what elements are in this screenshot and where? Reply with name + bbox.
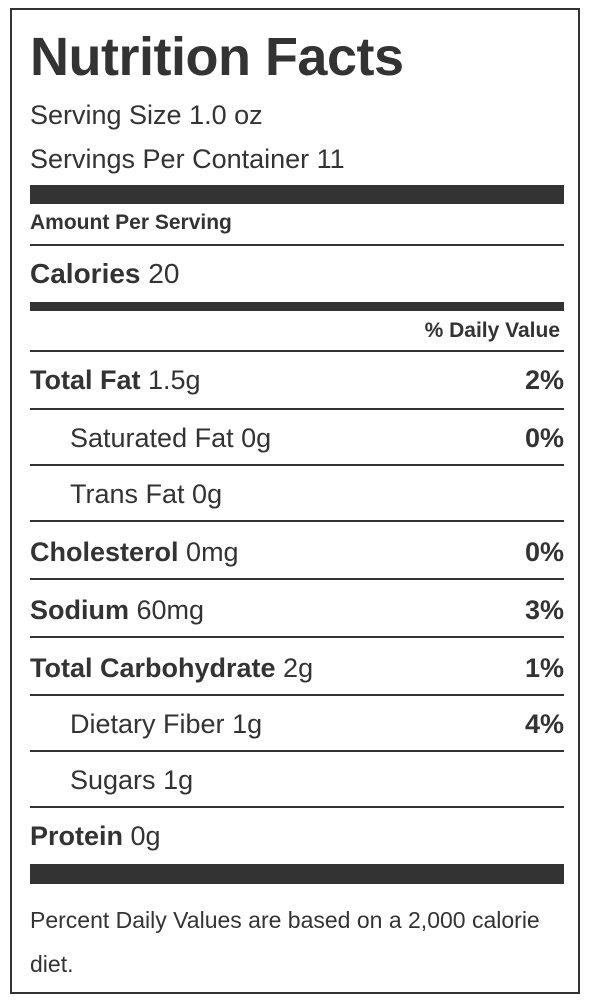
divider [30, 694, 564, 696]
divider [30, 520, 564, 522]
nutrient-row-total-fat: Total Fat 1.5g 2% [30, 352, 564, 408]
nutrient-daily-value: 3% [524, 595, 564, 625]
nutrient-row-cholesterol: Cholesterol 0mg 0% [30, 524, 564, 580]
divider [30, 578, 564, 580]
nutrient-row-total-carbohydrate: Total Carbohydrate 2g 1% [30, 640, 564, 696]
divider [30, 750, 564, 752]
calories-value: 20 [148, 258, 180, 289]
nutrient-row-protein: Protein 0g [30, 808, 564, 864]
divider [30, 636, 564, 638]
nutrient-daily-value: 1% [524, 653, 564, 683]
calories-row: Calories 20 [30, 260, 179, 288]
nutrient-amount: 0g [241, 423, 272, 453]
nutrient-name: Sodium [30, 595, 129, 625]
nutrient-amount: 1g [163, 765, 194, 795]
nutrient-name: Saturated Fat [70, 423, 234, 453]
nutrient-name: Dietary Fiber [70, 709, 225, 739]
nutrient-row-sodium: Sodium 60mg 3% [30, 582, 564, 638]
nutrition-label: Nutrition Facts Serving Size 1.0 oz Serv… [10, 8, 580, 994]
divider [30, 350, 564, 352]
thick-divider [30, 864, 564, 884]
nutrient-row-dietary-fiber: Dietary Fiber 1g 4% [30, 696, 564, 752]
nutrient-daily-value: 2% [524, 365, 564, 395]
nutrient-daily-value: 4% [524, 709, 564, 739]
calories-label: Calories [30, 258, 141, 289]
nutrient-name: Protein [30, 821, 124, 851]
nutrient-amount: 1g [232, 709, 263, 739]
nutrient-daily-value: 0% [524, 423, 564, 453]
label-title: Nutrition Facts [30, 27, 404, 87]
divider [30, 806, 564, 808]
footnote: Percent Daily Values are based on a 2,00… [30, 907, 540, 977]
daily-value-header: % Daily Value [424, 319, 560, 342]
nutrient-row-saturated-fat: Saturated Fat 0g 0% [30, 410, 564, 466]
nutrient-amount: 60mg [136, 595, 205, 625]
thick-divider [30, 185, 564, 204]
medium-divider [30, 302, 564, 311]
nutrient-row-sugars: Sugars 1g [30, 752, 564, 808]
nutrient-name: Trans Fat [70, 479, 185, 509]
nutrient-amount: 0g [192, 479, 223, 509]
nutrient-name: Total Fat [30, 365, 141, 395]
nutrient-name: Cholesterol [30, 537, 179, 567]
nutrient-amount: 0g [130, 821, 161, 851]
amount-per-serving: Amount Per Serving [30, 211, 232, 234]
nutrient-row-trans-fat: Trans Fat 0g [30, 466, 564, 522]
nutrient-name: Total Carbohydrate [30, 653, 276, 683]
servings-per-container: Servings Per Container 11 [30, 144, 345, 174]
divider [30, 408, 564, 410]
nutrient-daily-value: 0% [524, 537, 564, 567]
nutrient-amount: 1.5g [148, 365, 201, 395]
nutrient-amount: 0mg [186, 537, 239, 567]
divider [30, 464, 564, 466]
divider [30, 244, 564, 246]
nutrient-amount: 2g [283, 653, 314, 683]
nutrient-name: Sugars [70, 765, 156, 795]
serving-size: Serving Size 1.0 oz [30, 100, 263, 130]
